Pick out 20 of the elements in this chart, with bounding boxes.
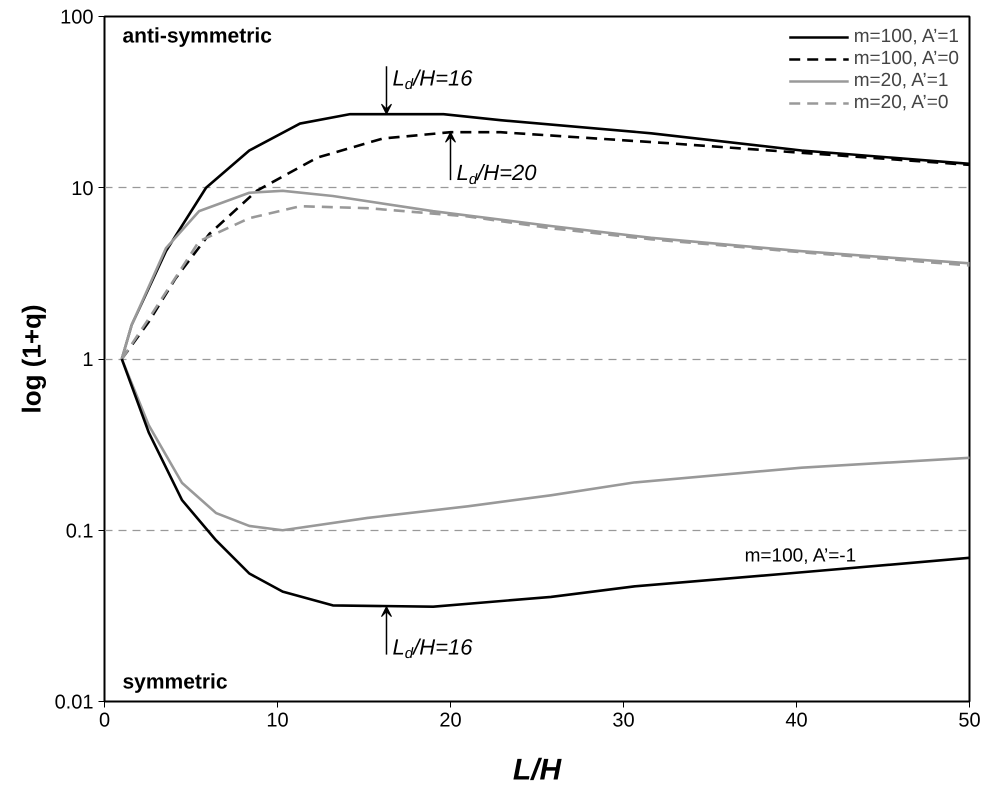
annotation: symmetric [122,670,228,694]
y-tick-label: 10 [71,178,94,200]
x-tick-label: 20 [439,710,462,732]
x-tick-label: 30 [612,710,635,732]
annotation: m=100, A’=-1 [744,546,856,567]
x-tick-label: 50 [958,710,981,732]
x-tick-label: 0 [98,710,110,732]
y-axis-title: log (1+q) [16,304,47,414]
y-tick-label: 100 [60,6,94,28]
x-tick-label: 10 [266,710,289,732]
y-tick-label: 0.01 [54,692,94,714]
legend-label: m=100, A’=0 [854,48,959,70]
x-axis-title: L/H [512,754,562,786]
legend-label: m=100, A’=1 [854,26,959,48]
y-tick-label: 0.1 [66,520,94,542]
x-tick-label: 40 [785,710,808,732]
y-tick-label: 1 [82,349,94,371]
legend-label: m=20, A’=0 [854,92,948,114]
annotation: anti-symmetric [122,24,272,48]
legend-label: m=20, A’=1 [854,70,948,92]
